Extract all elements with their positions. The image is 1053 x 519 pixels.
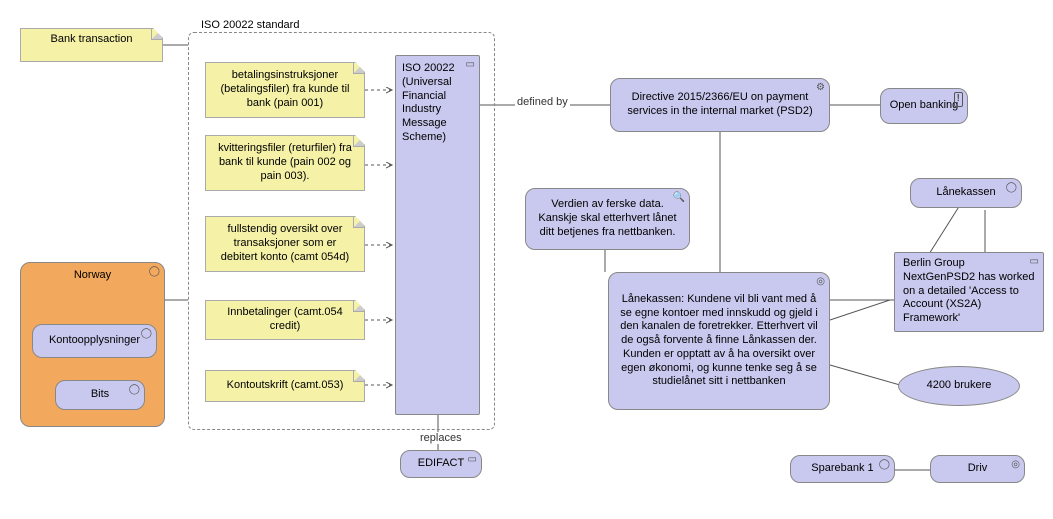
driv-box: Driv ◎ <box>930 455 1025 483</box>
rect-icon: ▭ <box>468 454 477 467</box>
berlin-group-box: Berlin Group NextGenPSD2 has worked on a… <box>894 252 1044 332</box>
circle-icon: ◯ <box>1006 182 1017 195</box>
note-camt054c: Innbetalinger (camt.054 credit) <box>205 300 365 340</box>
bank-transaction-note: Bank transaction <box>20 28 163 62</box>
circle-icon: ◯ <box>141 328 152 341</box>
circle-icon: ◯ <box>129 384 140 397</box>
iso20022-label: ISO 20022 (Universal Financial Industry … <box>402 62 473 145</box>
bank-transaction-label: Bank transaction <box>29 33 154 47</box>
bits-box: Bits ◯ <box>55 380 145 410</box>
note-pain001: betalingsinstruksjoner (betalingsfiler) … <box>205 62 365 118</box>
target-icon: ◎ <box>1011 459 1020 472</box>
psd2-box: Directive 2015/2366/EU on payment servic… <box>610 78 830 132</box>
open-banking-box: Open banking ! <box>880 88 968 124</box>
edge-defined-by: defined by <box>515 96 570 108</box>
norway-label: Norway <box>21 263 164 287</box>
lanekassen-goal-box: Lånekassen: Kundene vil bli vant med å s… <box>608 272 830 410</box>
sparebank1-box: Sparebank 1 ◯ <box>790 455 895 483</box>
circle-icon: ◯ <box>149 266 160 277</box>
magnifier-icon: 🔍 <box>673 192 685 205</box>
brukere-ellipse: 4200 brukere <box>898 366 1020 406</box>
edge-replaces: replaces <box>418 432 464 444</box>
iso20022-box: ISO 20022 (Universal Financial Industry … <box>395 55 480 415</box>
ferske-data-box: Verdien av ferske data. Kanskje skal ett… <box>525 188 690 250</box>
note-camt053: Kontoutskrift (camt.053) <box>205 370 365 402</box>
edifact-box: EDIFACT ▭ <box>400 450 482 478</box>
iso-standard-label: ISO 20022 standard <box>199 19 301 31</box>
rect-icon: ▭ <box>1030 256 1039 269</box>
alert-icon: ! <box>954 92 963 107</box>
kontoopplysninger-box: Kontoopplysninger ◯ <box>32 324 157 358</box>
gear-icon: ⚙ <box>816 82 825 95</box>
note-camt054d: fullstendig oversikt over transaksjoner … <box>205 216 365 272</box>
lanekassen-box: Lånekassen ◯ <box>910 178 1022 208</box>
target-icon: ◎ <box>816 276 825 289</box>
note-pain002: kvitteringsfiler (returfiler) fra bank t… <box>205 135 365 191</box>
rect-icon: ▭ <box>466 59 475 72</box>
circle-icon: ◯ <box>879 459 890 472</box>
